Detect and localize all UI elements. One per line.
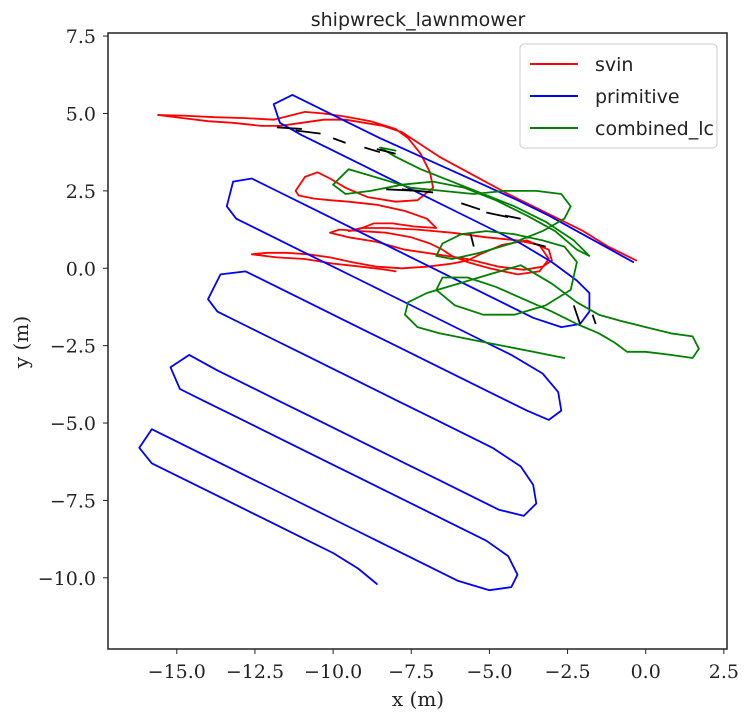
loop-closure-segment bbox=[376, 148, 396, 155]
loop-closure-segment bbox=[486, 211, 509, 219]
x-axis: −15.0 −12.5 −10.0 −7.5 −5.0 −2.5 0.0 2.5 bbox=[148, 649, 739, 683]
legend-box bbox=[519, 43, 718, 149]
x-tick-label: −10.0 bbox=[304, 661, 362, 683]
y-axis: 7.5 5.0 2.5 0.0 −2.5 −5.0 −7.5 −10.0 bbox=[38, 26, 108, 590]
loop-closure-segment bbox=[460, 202, 481, 211]
y-tick-label: −10.0 bbox=[38, 568, 96, 590]
plot-area bbox=[138, 94, 700, 592]
y-tick-label: 5.0 bbox=[66, 103, 96, 125]
y-tick-label: 2.5 bbox=[66, 181, 96, 203]
x-tick-label: −5.0 bbox=[466, 661, 512, 683]
y-tick-label: 0.0 bbox=[66, 258, 96, 280]
series-line-combined-lc bbox=[332, 146, 700, 359]
x-tick-label: −12.5 bbox=[226, 661, 284, 683]
x-axis-label: x (m) bbox=[392, 687, 444, 711]
legend-label-primitive: primitive bbox=[595, 86, 680, 108]
loop-closure-segment bbox=[591, 314, 597, 325]
chart-title: shipwreck_lawnmower bbox=[311, 9, 526, 31]
loop-closure-segment bbox=[295, 129, 321, 135]
y-tick-label: −7.5 bbox=[50, 490, 96, 512]
legend: svin primitive combined_lc bbox=[519, 43, 718, 149]
y-tick-label: −2.5 bbox=[50, 336, 96, 358]
loop-closure-segment bbox=[276, 126, 302, 130]
axes-frame bbox=[107, 32, 728, 650]
y-axis-label: y (m) bbox=[9, 316, 33, 369]
x-tick-label: −15.0 bbox=[148, 661, 206, 683]
x-tick-label: 0.0 bbox=[631, 661, 661, 683]
series-line-primitive bbox=[138, 94, 635, 592]
legend-label-combined-lc: combined_lc bbox=[595, 118, 714, 140]
loop-closure-segment bbox=[401, 188, 434, 194]
legend-label-svin: svin bbox=[595, 54, 633, 76]
y-tick-label: 7.5 bbox=[66, 26, 96, 48]
loop-closure-segment bbox=[332, 137, 346, 144]
x-tick-label: −2.5 bbox=[544, 661, 590, 683]
loop-closure-segment bbox=[532, 242, 546, 248]
loop-closure-segment bbox=[572, 305, 581, 325]
y-tick-label: −5.0 bbox=[50, 413, 96, 435]
loop-closure-segment bbox=[504, 214, 521, 220]
x-tick-label: −7.5 bbox=[388, 661, 434, 683]
x-tick-label: 2.5 bbox=[709, 661, 739, 683]
loop-closure-segment bbox=[364, 146, 381, 154]
loop-closure-segment bbox=[469, 233, 475, 247]
